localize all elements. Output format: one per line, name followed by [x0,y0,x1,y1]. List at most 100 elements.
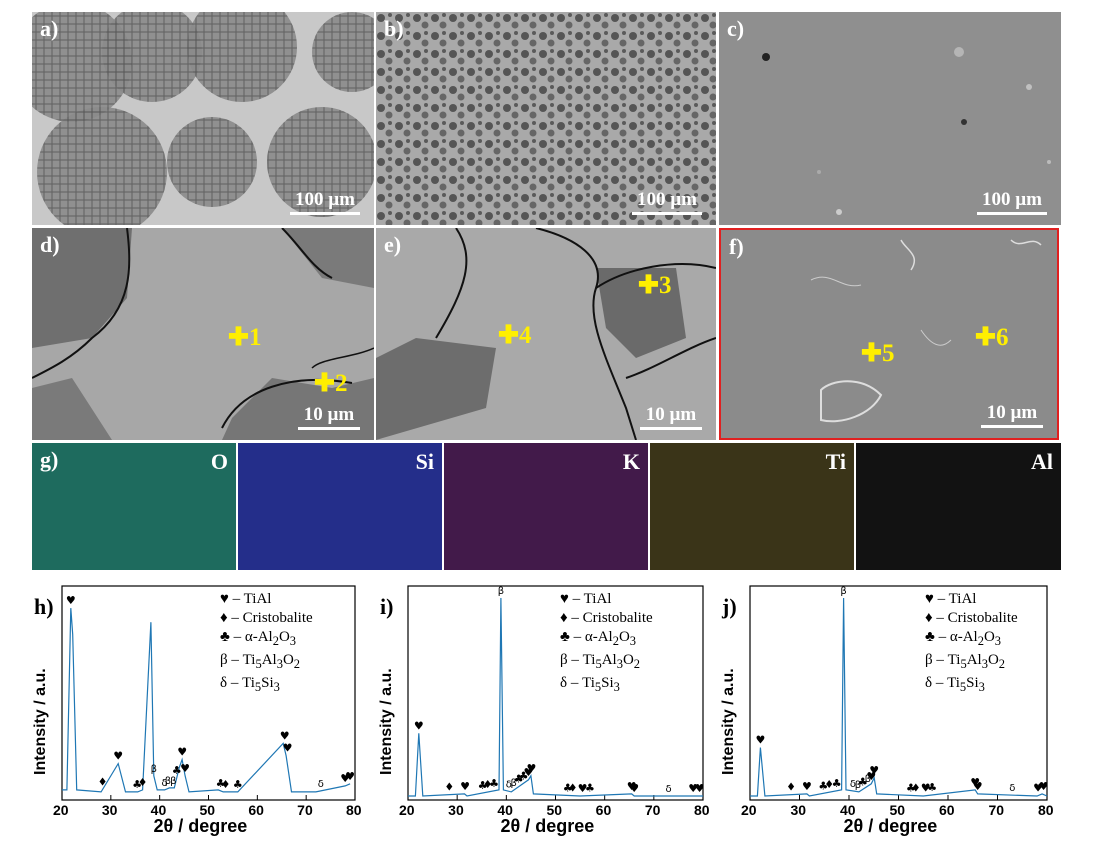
x-tick-label: 50 [199,802,216,818]
peak-marker: ♥ [627,780,637,793]
x-tick-label: 20 [399,802,415,818]
point-label: 6 [995,324,1009,351]
peak-marker: ♦ [138,776,148,789]
peak-marker: ♥ [1039,780,1049,793]
sem-panel-d: d) ✚1 ✚2 10 µm [32,228,374,440]
peak-marker: ♥ [866,770,876,783]
peak-marker: ♣ [233,778,243,791]
x-axis-label: 2θ / degree [500,816,595,836]
peak-marker: ♣ [172,764,182,777]
peak-marker: β [855,780,861,791]
sem-panel-a: a) 100 µm [32,12,374,225]
peak-marker: ♦ [786,781,796,794]
peak-marker: β [165,776,171,787]
legend-entry: β – Ti5Al3O2 [220,652,301,671]
x-tick-label: 50 [546,802,563,818]
element-label: Si [415,449,434,474]
scale-bar-label: 10 µm [986,402,1038,423]
peak-marker: ♦ [221,778,231,791]
sem-panel-b: b) 100 µm [376,12,716,225]
peak-marker: ♦ [568,782,578,795]
peak-marker: δ [666,784,672,795]
point-label: 3 [658,272,672,299]
x-tick-label: 70 [988,802,1005,818]
point-label: 1 [248,324,262,351]
particle-texture [376,12,716,225]
point-label: 4 [518,322,532,349]
peak-marker: ♥ [340,772,350,785]
point-marker-1: ✚1 [228,324,262,351]
eds-map-si: Si [238,443,442,570]
legend-entry: β – Ti5Al3O2 [925,652,1006,671]
peak-marker: ♥ [869,764,879,777]
peak-marker: β [511,778,517,789]
point-marker-4: ✚4 [498,322,532,349]
peak-marker: ♦ [483,778,493,791]
peak-marker: ♣ [858,775,868,788]
peak-marker: δ [318,779,324,790]
peak-marker: ♥ [283,742,293,755]
xrd-legend: ♥ – TiAl ♦ – Cristobalite ♣ – α-Al2O3 β – T… [925,590,1018,697]
peak-marker: ♣ [478,779,488,792]
peak-marker: ♥ [1033,782,1043,795]
panel-label: f) [729,234,744,259]
x-tick-label: 80 [694,802,710,818]
panel-label: c) [727,16,745,41]
xrd-chart-h: ♥ ♦ ♥ ♣ ♦ β δ β β ♣ ♥ ♥ ♣ ♦ ♣ ♥ ♥ δ ♥ ♥ 20 30 40 50 60 70 80 h) ♥ – … [0,575,370,862]
xrd-chart-i: ♥ ♦ ♥ ♣ ♦ ♣ β δ β ♣ ♣ ♥ ♥ ♣ ♦ ♥ ♣ ♥ ♥ δ ♥ ♥ 20 30 40 50 60 70 80 i) ♥ … [370,575,715,862]
peak-marker: β [498,586,504,597]
peak-marker: ♥ [180,762,190,775]
eds-map-k: K [444,443,648,570]
peak-marker: ♣ [563,781,573,794]
eds-map-o: g) O [32,443,236,570]
peak-marker: δ [506,779,512,790]
legend-entry: δ – Ti5Si3 [220,675,280,694]
xrd-plot-svg: ♥♦ ♥ ♣♦♣βδβ♣♣♥♥♣♦ ♥♣ ♥♥ δ ♥♥ [407,585,704,801]
peak-marker: ♥ [973,780,983,793]
sintered-surface [810,239,1042,423]
x-tick-label: 60 [248,802,264,818]
peak-marker: β [170,776,176,787]
point-label: 2 [334,370,348,397]
cracked-surface [32,228,374,440]
x-tick-label: 80 [1038,802,1054,818]
peak-marker: ♦ [824,778,834,791]
x-tick-label: 20 [741,802,757,818]
x-axis-label: 2θ / degree [843,816,938,836]
eds-map-ti: Ti [650,443,854,570]
peak-marker: β [151,764,157,775]
x-tick-label: 30 [448,802,464,818]
element-label: Al [1031,449,1053,474]
peak-marker: ♥ [629,782,639,795]
cracked-surface [376,228,716,440]
x-tick-label: 70 [644,802,661,818]
point-marker-5: ✚5 [861,340,895,367]
sem-panel-e: e) ✚3 ✚4 10 µm [376,228,716,440]
scale-bar-label: 10 µm [645,404,697,425]
scale-bar-label: 100 µm [981,189,1043,210]
x-tick-label: 60 [939,802,955,818]
point-marker-3: ✚3 [638,272,672,299]
legend-entry: ♦ – Cristobalite [220,610,313,626]
panel-label: a) [40,16,59,41]
scale-bar-label: 100 µm [636,189,698,210]
peak-marker: ♥ [802,780,812,793]
panel-label: e) [384,232,402,257]
legend-entry: ♦ – Cristobalite [925,610,1018,626]
peak-marker: ♥ [414,719,424,732]
peak-marker: ♦ [911,782,921,795]
peak-marker: ♣ [832,777,842,790]
peak-marker: ♥ [280,729,290,742]
xrd-panel-label: i) [380,594,394,619]
xrd-spectrum-line [750,597,1048,797]
xrd-legend: ♥ – TiAl ♦ – Cristobalite ♣ – α-Al2O3 β – T… [220,590,313,697]
peak-marker: δ [161,778,167,789]
xrd-legend: ♥ – TiAl ♦ – Cristobalite ♣ – α-Al2O3 β – T… [560,590,653,697]
peak-marker: ♥ [578,782,588,795]
xrd-spectrum-line [62,608,351,793]
point-marker-2: ✚2 [314,370,348,397]
peak-marker: β [840,586,846,597]
peak-marker: ♥ [688,782,698,795]
peak-marker: ♣ [585,782,595,795]
x-tick-label: 60 [595,802,612,818]
